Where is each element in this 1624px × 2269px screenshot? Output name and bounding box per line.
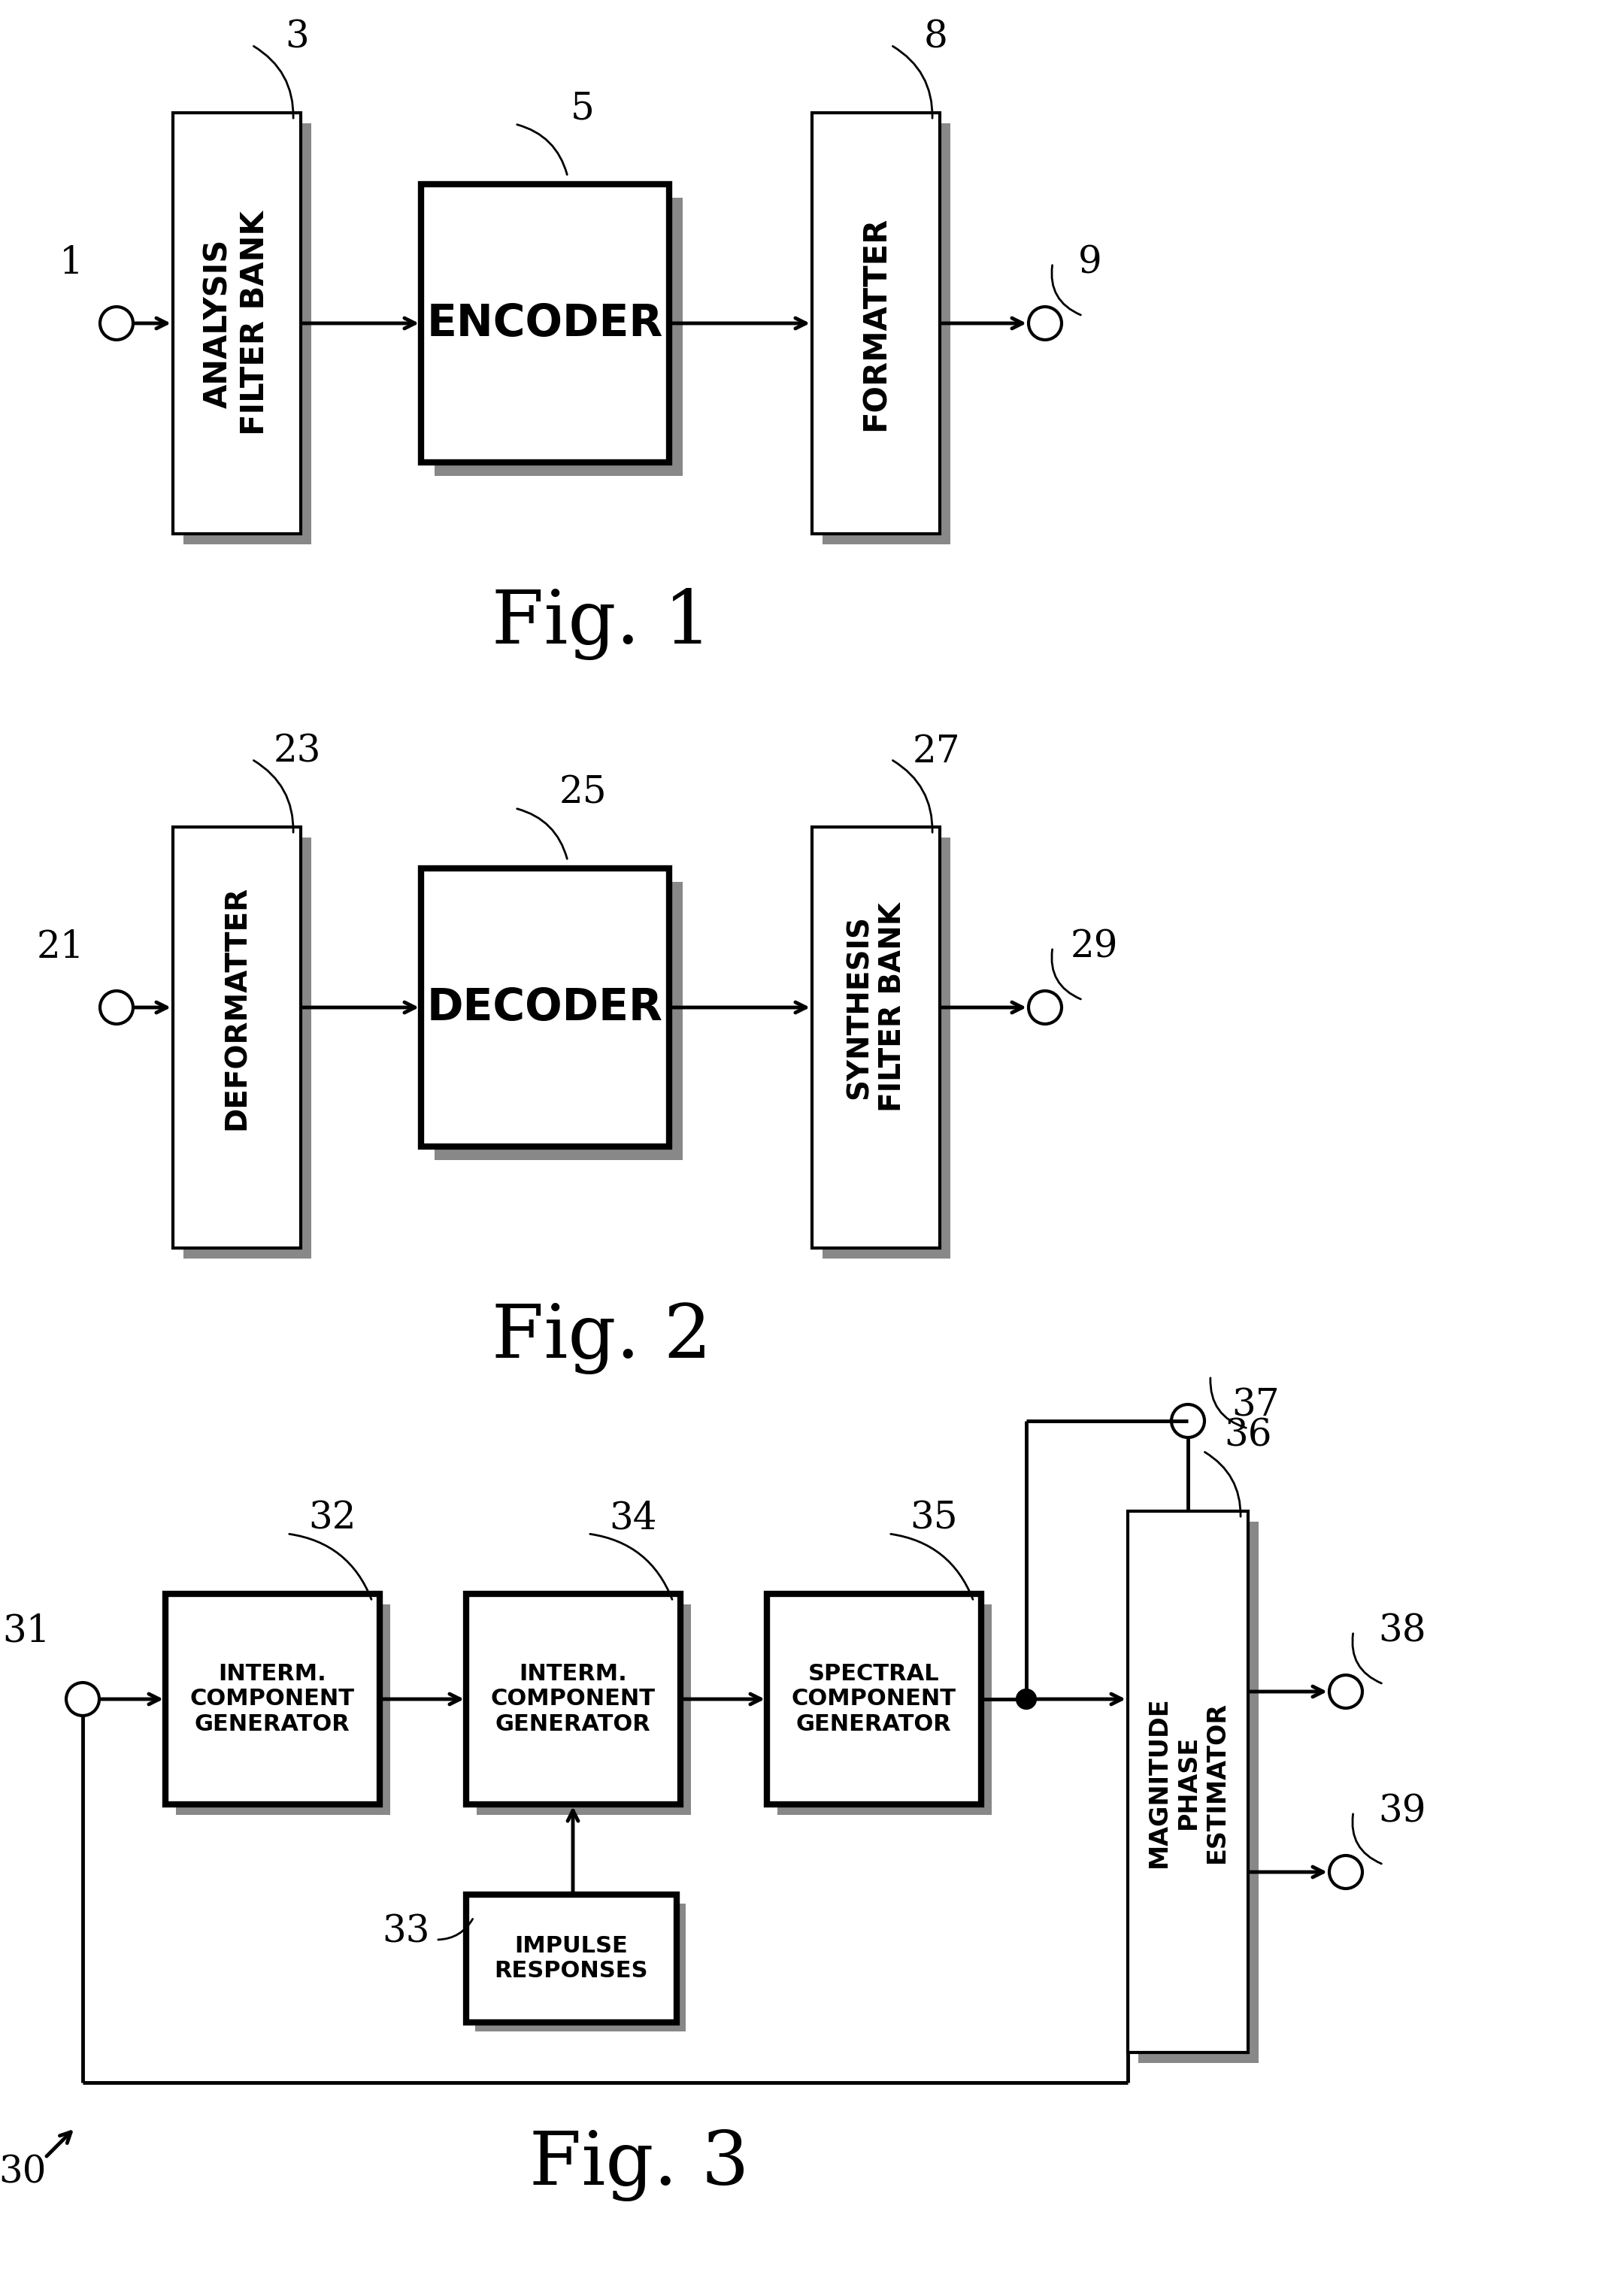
Bar	[172, 113, 300, 533]
Bar	[172, 826, 300, 1248]
Bar	[822, 837, 950, 1259]
Bar	[466, 1593, 680, 1804]
Text: 5: 5	[570, 91, 594, 127]
Bar	[184, 837, 312, 1259]
Bar	[812, 113, 940, 533]
Bar	[767, 1593, 981, 1804]
Text: Fig. 1: Fig. 1	[492, 588, 711, 660]
Text: FORMATTER: FORMATTER	[861, 216, 892, 431]
Bar	[822, 123, 950, 545]
Text: IMPULSE
RESPONSES: IMPULSE RESPONSES	[495, 1935, 648, 1983]
Text: 25: 25	[559, 774, 607, 812]
Bar	[778, 1604, 992, 1815]
Text: SYNTHESIS
FILTER BANK: SYNTHESIS FILTER BANK	[844, 903, 906, 1112]
Text: 37: 37	[1231, 1386, 1280, 1425]
Bar	[476, 1904, 685, 2031]
Bar	[184, 123, 312, 545]
Text: Fig. 3: Fig. 3	[529, 2128, 749, 2201]
Bar	[1127, 1511, 1249, 2053]
Text: 8: 8	[924, 18, 948, 57]
Bar	[477, 1604, 690, 1815]
Text: SPECTRAL
COMPONENT
GENERATOR: SPECTRAL COMPONENT GENERATOR	[791, 1663, 957, 1736]
Circle shape	[1017, 1690, 1036, 1709]
Text: 33: 33	[382, 1913, 430, 1951]
Text: 27: 27	[913, 733, 960, 771]
Bar	[175, 1604, 390, 1815]
Text: 39: 39	[1379, 1793, 1426, 1831]
Text: 34: 34	[609, 1500, 658, 1538]
Text: 21: 21	[36, 928, 84, 967]
Bar	[466, 1895, 677, 2022]
Text: 38: 38	[1379, 1613, 1426, 1650]
Bar	[812, 826, 940, 1248]
Bar	[435, 883, 682, 1159]
Text: 32: 32	[309, 1500, 356, 1538]
Text: DECODER: DECODER	[427, 987, 663, 1028]
Text: 31: 31	[2, 1613, 50, 1650]
Text: INTERM.
COMPONENT
GENERATOR: INTERM. COMPONENT GENERATOR	[190, 1663, 354, 1736]
Text: ENCODER: ENCODER	[427, 302, 663, 345]
Bar	[435, 197, 682, 476]
Text: INTERM.
COMPONENT
GENERATOR: INTERM. COMPONENT GENERATOR	[490, 1663, 654, 1736]
Text: 29: 29	[1070, 928, 1117, 967]
Bar	[421, 184, 669, 463]
Text: 36: 36	[1224, 1418, 1272, 1454]
Text: Fig. 2: Fig. 2	[492, 1302, 711, 1375]
Text: DEFORMATTER: DEFORMATTER	[222, 885, 252, 1130]
Bar	[1138, 1522, 1259, 2063]
Bar	[421, 869, 669, 1146]
Text: 3: 3	[286, 18, 309, 57]
Bar	[166, 1593, 380, 1804]
Text: 1: 1	[60, 245, 83, 281]
Text: 30: 30	[0, 2153, 47, 2192]
Text: MAGNITUDE
PHASE
ESTIMATOR: MAGNITUDE PHASE ESTIMATOR	[1147, 1697, 1229, 1867]
Text: ANALYSIS
FILTER BANK: ANALYSIS FILTER BANK	[203, 211, 271, 436]
Text: 35: 35	[909, 1500, 958, 1538]
Text: 9: 9	[1078, 245, 1103, 281]
Text: 23: 23	[273, 733, 322, 771]
